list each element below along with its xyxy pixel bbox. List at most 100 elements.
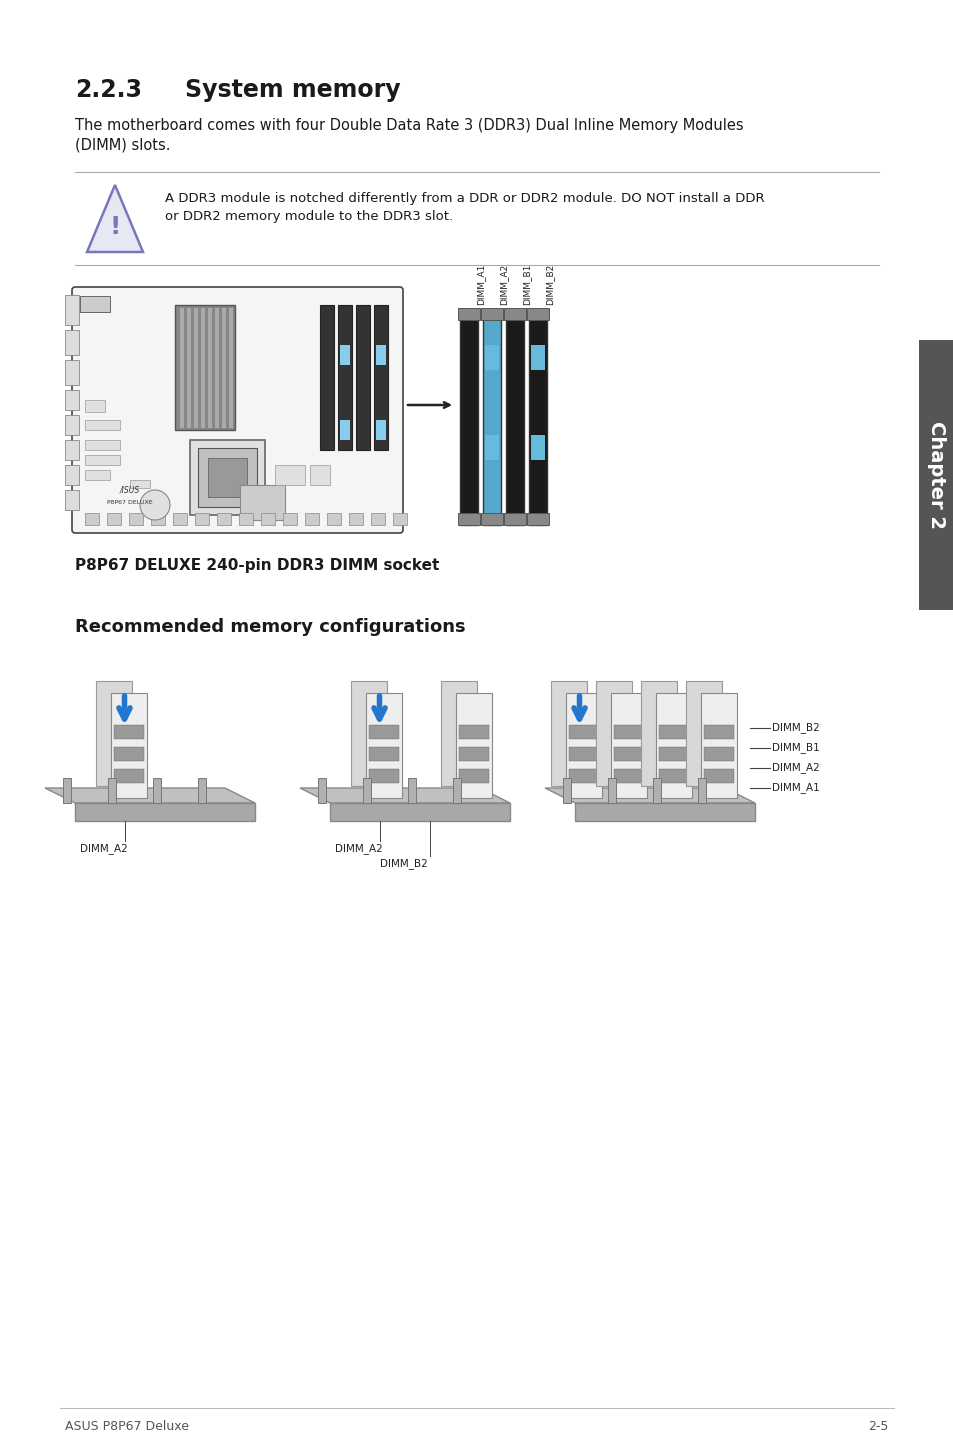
Bar bbox=[216, 513, 231, 525]
Polygon shape bbox=[568, 746, 598, 761]
Polygon shape bbox=[568, 725, 598, 739]
Polygon shape bbox=[369, 769, 398, 784]
Text: 2-5: 2-5 bbox=[868, 1419, 888, 1434]
Bar bbox=[480, 308, 502, 321]
Bar bbox=[85, 470, 110, 480]
Polygon shape bbox=[152, 778, 161, 802]
Bar bbox=[531, 436, 544, 460]
Polygon shape bbox=[703, 769, 733, 784]
Bar bbox=[129, 513, 143, 525]
Bar bbox=[355, 305, 370, 450]
Bar bbox=[480, 513, 502, 525]
Bar bbox=[457, 308, 479, 321]
Bar bbox=[65, 295, 79, 325]
Polygon shape bbox=[96, 682, 132, 787]
Text: System memory: System memory bbox=[185, 78, 400, 102]
Polygon shape bbox=[607, 778, 616, 802]
Circle shape bbox=[140, 490, 170, 521]
Polygon shape bbox=[366, 693, 401, 798]
Bar bbox=[339, 420, 350, 440]
Bar bbox=[198, 449, 256, 508]
Polygon shape bbox=[458, 746, 489, 761]
Polygon shape bbox=[369, 746, 398, 761]
Bar bbox=[274, 464, 305, 485]
Text: DIMM_A2: DIMM_A2 bbox=[771, 762, 819, 774]
Bar bbox=[186, 306, 191, 429]
Bar bbox=[65, 390, 79, 410]
Text: 2.2.3: 2.2.3 bbox=[75, 78, 142, 102]
Bar bbox=[239, 513, 253, 525]
Polygon shape bbox=[113, 769, 144, 784]
Bar bbox=[228, 306, 233, 429]
Bar bbox=[65, 329, 79, 355]
Bar bbox=[371, 513, 385, 525]
Text: Chapter 2: Chapter 2 bbox=[926, 421, 945, 529]
Bar bbox=[200, 306, 205, 429]
Polygon shape bbox=[610, 693, 646, 798]
Bar bbox=[393, 513, 407, 525]
Bar bbox=[529, 311, 546, 525]
Bar bbox=[213, 306, 219, 429]
Polygon shape bbox=[330, 802, 510, 821]
Polygon shape bbox=[369, 725, 398, 739]
Polygon shape bbox=[458, 769, 489, 784]
Text: DIMM_A1: DIMM_A1 bbox=[771, 782, 819, 794]
Polygon shape bbox=[198, 778, 206, 802]
Polygon shape bbox=[562, 778, 571, 802]
Bar bbox=[207, 306, 212, 429]
Bar bbox=[172, 513, 187, 525]
Polygon shape bbox=[640, 682, 677, 787]
Bar bbox=[85, 420, 120, 430]
Bar bbox=[374, 305, 388, 450]
Bar bbox=[85, 400, 105, 413]
Bar bbox=[319, 305, 334, 450]
Text: DIMM_B1: DIMM_B1 bbox=[771, 742, 819, 754]
Bar bbox=[531, 345, 544, 370]
Bar bbox=[482, 311, 500, 525]
Polygon shape bbox=[111, 693, 147, 798]
Polygon shape bbox=[408, 778, 416, 802]
Bar bbox=[193, 306, 198, 429]
Text: DIMM_B2: DIMM_B2 bbox=[379, 858, 427, 869]
Bar bbox=[194, 513, 209, 525]
Polygon shape bbox=[544, 788, 754, 802]
Polygon shape bbox=[652, 778, 660, 802]
Bar bbox=[375, 345, 386, 365]
Text: The motherboard comes with four Double Data Rate 3 (DDR3) Dual Inline Memory Mod: The motherboard comes with four Double D… bbox=[75, 118, 742, 132]
Polygon shape bbox=[568, 769, 598, 784]
Polygon shape bbox=[698, 778, 705, 802]
Text: DIMM_A2: DIMM_A2 bbox=[498, 263, 507, 305]
Text: DIMM_A2: DIMM_A2 bbox=[335, 843, 382, 854]
Bar bbox=[349, 513, 363, 525]
Text: DIMM_B2: DIMM_B2 bbox=[771, 722, 819, 733]
Bar bbox=[327, 513, 340, 525]
Polygon shape bbox=[45, 788, 254, 802]
Text: (DIMM) slots.: (DIMM) slots. bbox=[75, 138, 171, 152]
Bar bbox=[65, 360, 79, 385]
Bar bbox=[484, 436, 498, 460]
Bar bbox=[457, 513, 479, 525]
Text: DIMM_B1: DIMM_B1 bbox=[521, 263, 531, 305]
Bar bbox=[85, 454, 120, 464]
Polygon shape bbox=[659, 725, 688, 739]
Polygon shape bbox=[596, 682, 631, 787]
Polygon shape bbox=[440, 682, 476, 787]
Text: ASUS P8P67 Deluxe: ASUS P8P67 Deluxe bbox=[65, 1419, 189, 1434]
Polygon shape bbox=[659, 769, 688, 784]
Polygon shape bbox=[113, 746, 144, 761]
Text: Recommended memory configurations: Recommended memory configurations bbox=[75, 618, 465, 636]
Text: P8P67 DELUXE: P8P67 DELUXE bbox=[107, 499, 152, 505]
Text: !: ! bbox=[110, 214, 121, 239]
Polygon shape bbox=[108, 778, 116, 802]
FancyBboxPatch shape bbox=[71, 288, 402, 533]
Polygon shape bbox=[363, 778, 371, 802]
Text: P8P67 DELUXE 240-pin DDR3 DIMM socket: P8P67 DELUXE 240-pin DDR3 DIMM socket bbox=[75, 558, 439, 572]
Bar bbox=[107, 513, 121, 525]
Polygon shape bbox=[565, 693, 601, 798]
Polygon shape bbox=[685, 682, 721, 787]
Bar bbox=[65, 490, 79, 510]
Bar bbox=[305, 513, 318, 525]
Bar bbox=[221, 306, 226, 429]
Bar bbox=[85, 513, 99, 525]
Polygon shape bbox=[703, 725, 733, 739]
